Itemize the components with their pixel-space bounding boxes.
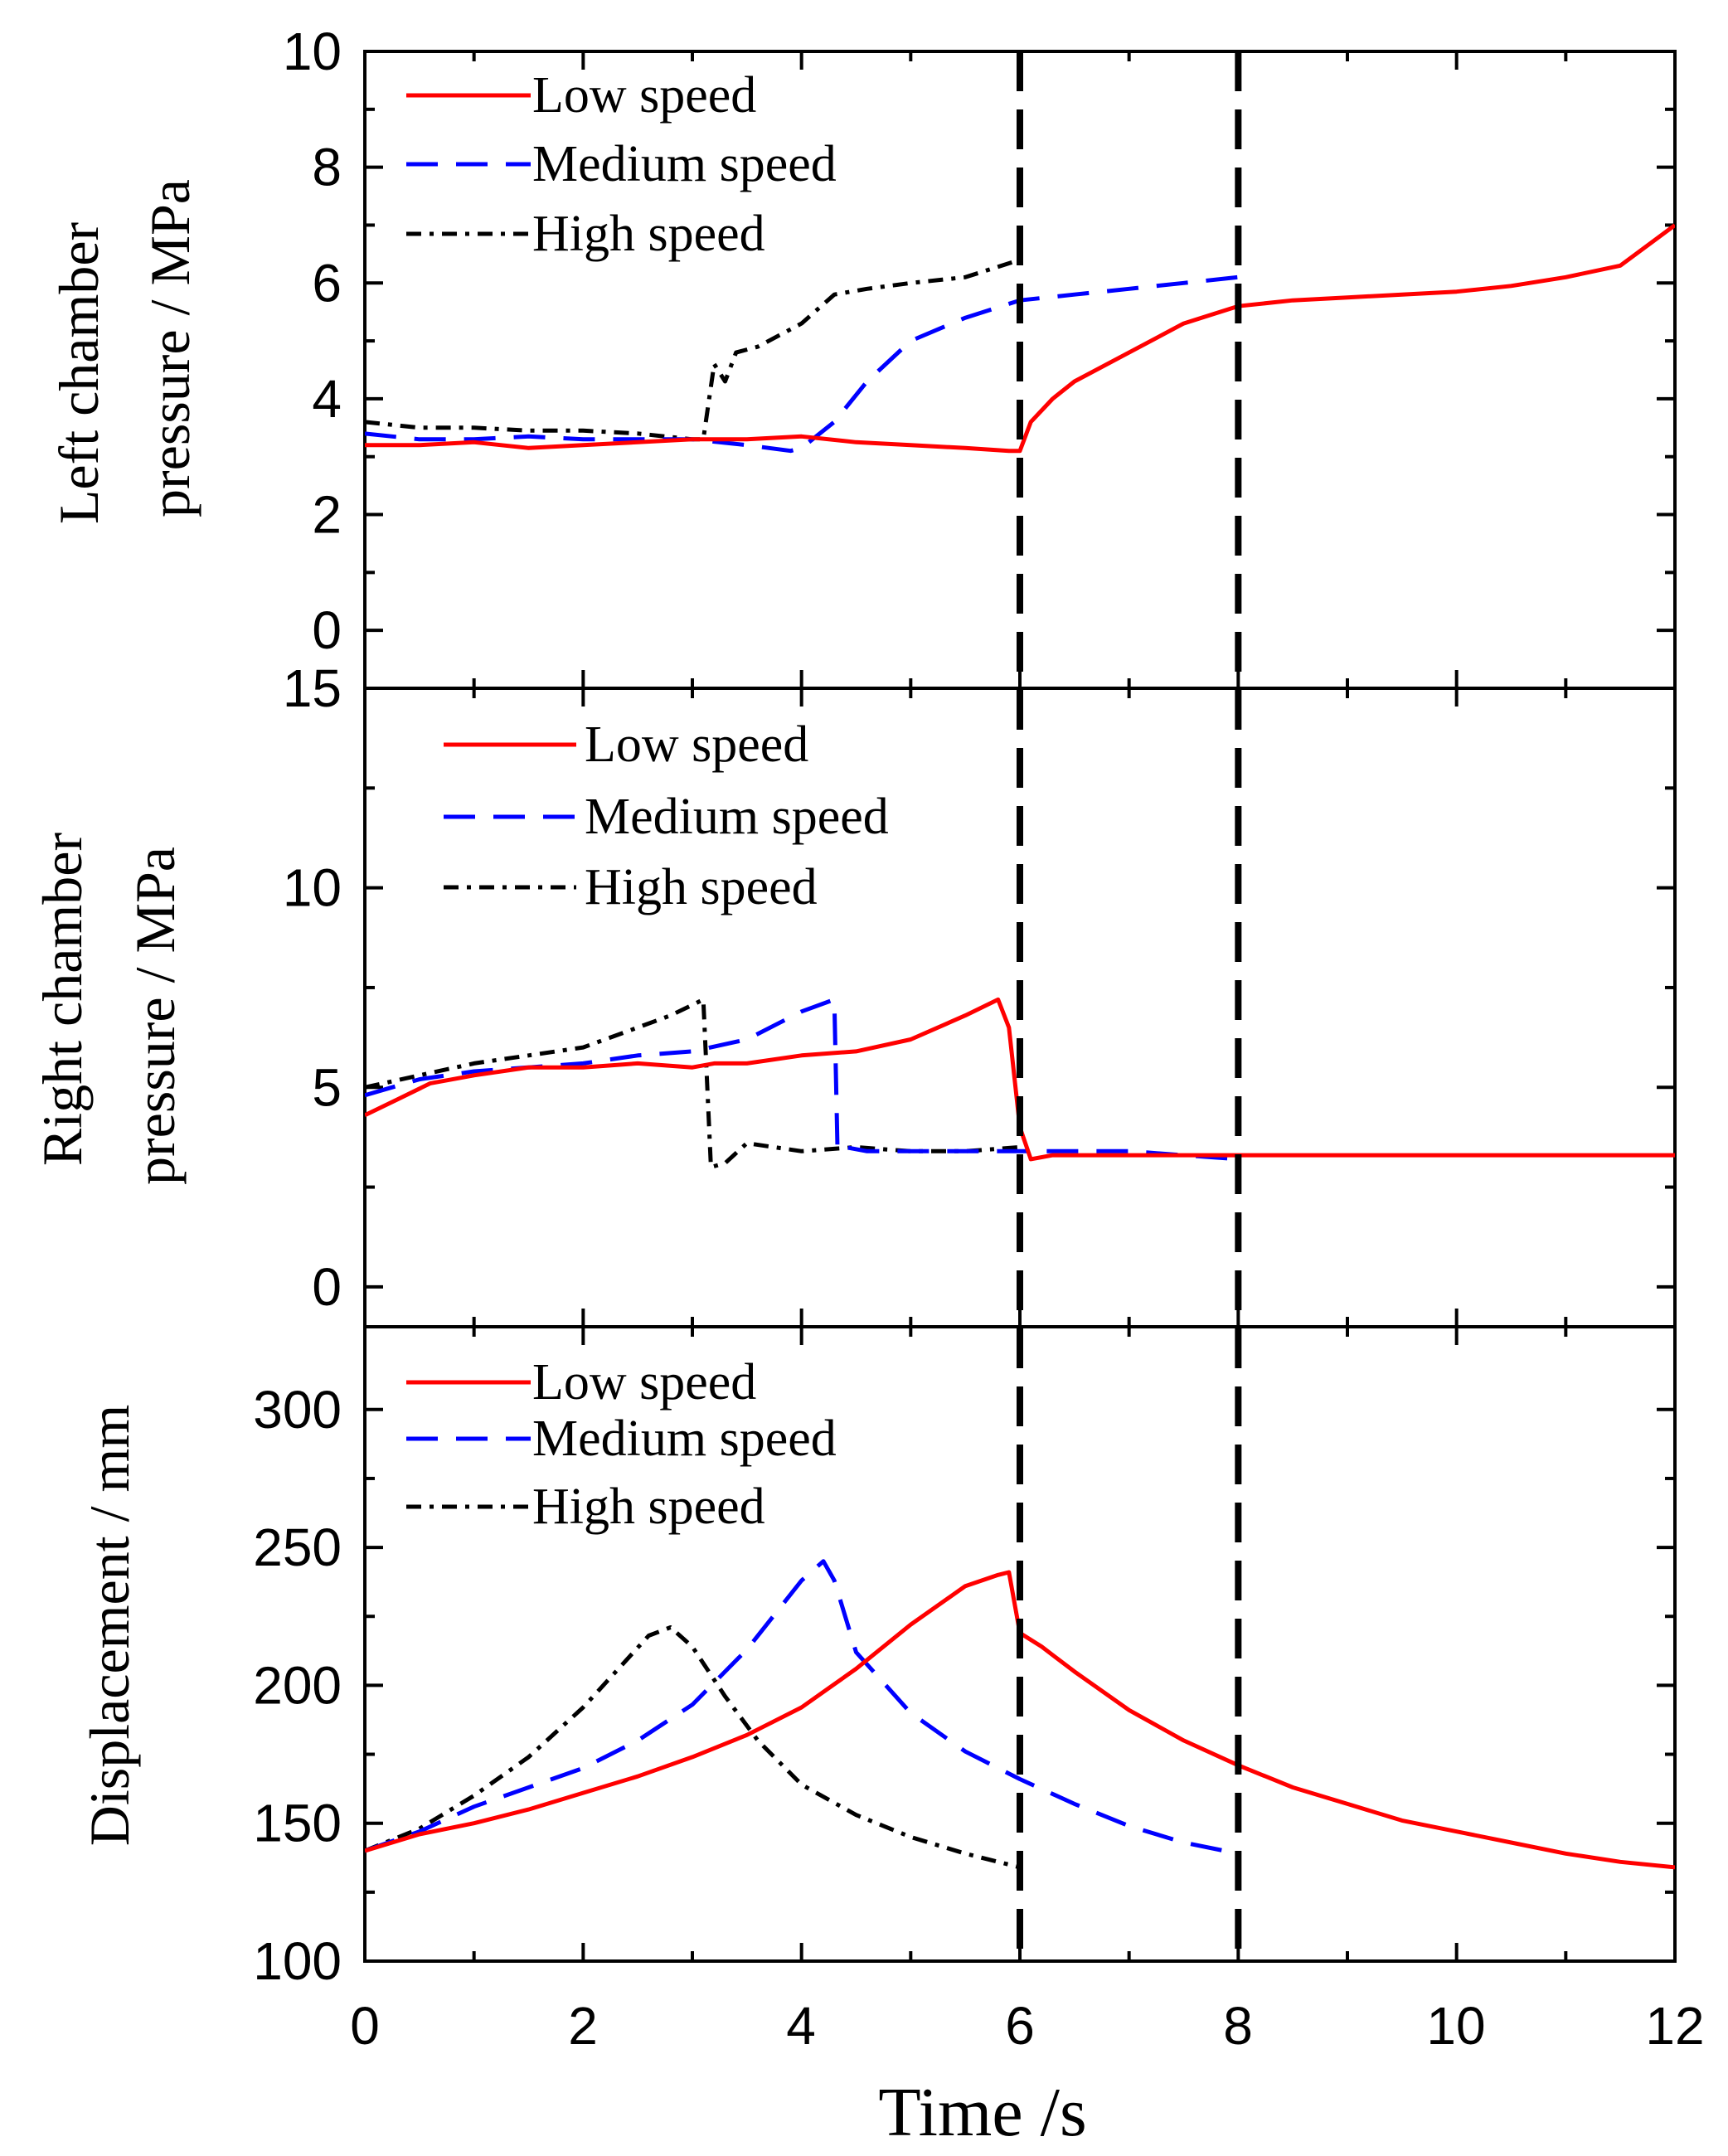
series-line-low-speed: [365, 223, 1675, 454]
series-line-high-speed: [365, 1625, 1021, 1870]
legend-label-low: Low speed: [532, 1354, 756, 1411]
legend-bottom: Low speed Medium speed High speed: [532, 1354, 837, 1535]
panel-bottom: 100 150 200 250 300: [253, 1325, 1677, 1991]
y-tick-label: 2: [312, 485, 342, 545]
y-tick-label: 300: [253, 1380, 342, 1440]
y-tick-label: 100: [253, 1931, 342, 1991]
x-tick-label: 6: [1005, 1996, 1035, 2056]
x-axis-title: Time /s: [878, 2074, 1086, 2151]
y-tick-label: 200: [253, 1655, 342, 1715]
legend-label-medium: Medium speed: [532, 136, 837, 192]
legend-label-medium: Medium speed: [585, 789, 889, 845]
top-y-title-line2: pressure / MPa: [138, 179, 201, 517]
legend-label-low: Low speed: [585, 716, 808, 773]
y-tick-label: 10: [283, 22, 342, 81]
series-line-high-speed: [365, 997, 1021, 1169]
legend-label-low: Low speed: [532, 67, 756, 124]
legend-middle: Low speed Medium speed High speed: [585, 716, 889, 915]
series-line-medium-speed: [365, 997, 1239, 1162]
top-y-axis-title: Left chamber pressure / MPa: [47, 179, 201, 524]
legend-label-medium: Medium speed: [532, 1411, 837, 1467]
x-tick-label: 2: [568, 1996, 598, 2056]
middle-y-title-line2: pressure / MPa: [124, 847, 187, 1185]
x-tick-label: 10: [1426, 1996, 1485, 2056]
y-tick-label: 5: [312, 1057, 342, 1117]
bottom-y-title: Displacement / mm: [78, 1405, 141, 1847]
legend-label-high: High speed: [532, 1479, 765, 1535]
legend-label-high: High speed: [532, 206, 765, 262]
y-tick-label: 0: [312, 600, 342, 660]
y-tick-label: 250: [253, 1517, 342, 1577]
middle-y-axis-title: Right chamber pressure / MPa: [31, 833, 187, 1185]
y-tick-label: 15: [283, 658, 342, 718]
y-tick-label: 6: [312, 253, 342, 313]
bottom-y-axis-title: Displacement / mm: [78, 1405, 141, 1847]
panel-top: 0 2 4 6 8 10: [283, 22, 1677, 690]
y-tick-label: 10: [283, 858, 342, 918]
series-line-medium-speed: [365, 1559, 1239, 1856]
legend-label-high: High speed: [585, 859, 818, 915]
y-tick-label: 8: [312, 138, 342, 197]
panel-middle: 0 5 10 15: [283, 658, 1677, 1328]
middle-y-title-line1: Right chamber: [31, 833, 94, 1167]
y-tick-label: 4: [312, 369, 342, 429]
legend-top: Low speed Medium speed High speed: [532, 67, 837, 262]
x-tick-label: 8: [1223, 1996, 1253, 2056]
series-line-medium-speed: [365, 274, 1239, 454]
x-tick-label: 4: [786, 1996, 816, 2056]
x-tick-label: 12: [1645, 1996, 1704, 2056]
x-tick-label: 0: [350, 1996, 380, 2056]
series-line-low-speed: [365, 1570, 1675, 1870]
series-line-high-speed: [365, 257, 1021, 442]
x-axis-tick-labels: 0 2 4 6 8 10 12: [350, 1996, 1704, 2056]
vertical-markers: [1017, 51, 1242, 1961]
y-tick-label: 0: [312, 1257, 342, 1317]
top-y-title-line1: Left chamber: [47, 221, 110, 524]
y-tick-label: 150: [253, 1794, 342, 1853]
